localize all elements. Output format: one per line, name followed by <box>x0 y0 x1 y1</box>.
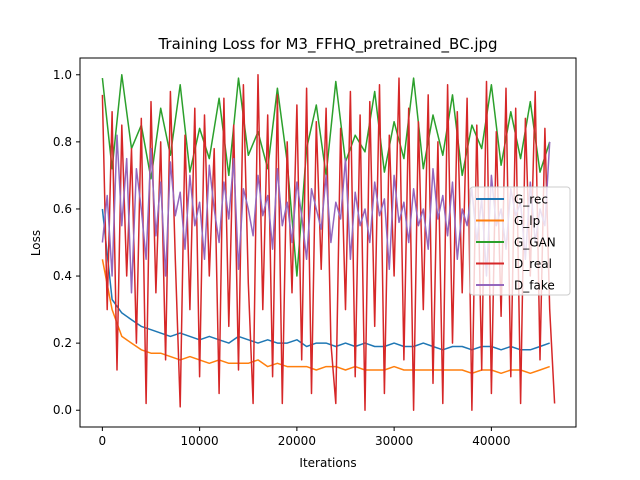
axes-frame <box>79 57 577 428</box>
y-axis-ticks: 0.0 0.2 0.4 0.6 0.8 1.0 <box>53 68 80 417</box>
x-tick-label: 0 <box>99 434 107 448</box>
y-tick-label: 0.0 <box>53 403 72 417</box>
y-tick-label: 0.4 <box>53 269 72 283</box>
legend-label: D_real <box>514 257 552 271</box>
plot-area <box>101 74 556 411</box>
legend-label: G_lp <box>514 214 540 228</box>
y-tick-label: 0.8 <box>53 135 72 149</box>
x-tick-label: 30000 <box>375 434 413 448</box>
x-axis-label: Iterations <box>299 456 356 470</box>
y-axis-label: Loss <box>29 230 43 256</box>
y-tick-label: 0.6 <box>53 202 72 216</box>
x-axis-ticks: 0 10000 20000 30000 40000 <box>99 427 510 448</box>
legend-label: D_fake <box>514 279 555 293</box>
series-layer <box>101 74 556 411</box>
series-line-g-rec <box>101 208 550 351</box>
y-tick-label: 1.0 <box>53 68 72 82</box>
legend: G_rec G_lp G_GAN D_real D_fake <box>469 186 571 296</box>
legend-label: G_rec <box>514 193 548 207</box>
legend-box <box>469 186 571 296</box>
x-tick-label: 10000 <box>181 434 219 448</box>
legend-label: G_GAN <box>514 236 556 250</box>
x-tick-label: 20000 <box>278 434 316 448</box>
x-tick-label: 40000 <box>472 434 510 448</box>
chart-title: Training Loss for M3_FFHQ_pretrained_BC.… <box>157 35 497 54</box>
series-line-g-lp <box>101 259 550 375</box>
y-tick-label: 0.2 <box>53 336 72 350</box>
